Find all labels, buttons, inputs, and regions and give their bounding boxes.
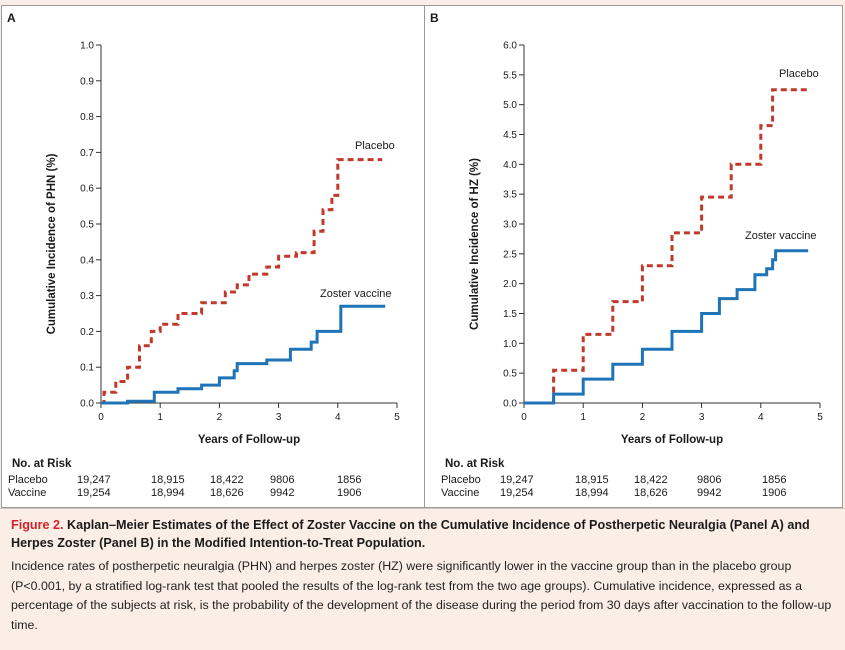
at-risk-value: 1856 [762,474,786,486]
at-risk-value: 18,626 [210,487,244,499]
at-risk-value: 18,994 [575,487,609,499]
placebo-curve [101,158,383,405]
y-tick-label: 2.5 [503,249,517,260]
y-tick-label: 0.2 [80,327,94,338]
at-risk-value: 19,254 [77,487,111,499]
x-tick-label: 1 [157,412,163,423]
at-risk-value: 18,422 [634,474,668,486]
at-risk-value: 18,994 [151,487,185,499]
y-tick-label: 3.5 [503,190,517,201]
figure-frame [1,5,843,508]
x-tick-label: 4 [335,412,341,423]
caption-title-text: Kaplan–Meier Estimates of the Effect of … [11,518,810,550]
at-risk-value: 1906 [762,487,786,499]
y-tick-label: 0.6 [80,184,94,195]
y-tick-label: 0.5 [503,369,517,380]
y-tick-label: 0.3 [80,291,94,302]
y-tick-label: 1.0 [80,41,94,52]
panel-letter: A [7,11,16,25]
y-tick-label: 2.0 [503,279,517,290]
vaccine-annotation: Zoster vaccine [320,288,392,300]
x-tick-label: 2 [640,412,646,423]
y-tick-label: 4.5 [503,130,517,141]
y-tick-label: 5.0 [503,100,517,111]
y-tick-label: 6.0 [503,41,517,52]
y-tick-label: 0.4 [80,255,94,266]
at-risk-title: No. at Risk [445,458,505,470]
placebo-annotation: Placebo [779,68,819,80]
caption-title: Figure 2. Kaplan–Meier Estimates of the … [11,516,833,552]
y-tick-label: 5.5 [503,70,517,81]
y-tick-label: 0.0 [503,399,517,410]
y-tick-label: 0.5 [80,220,94,231]
figure-caption: Figure 2. Kaplan–Meier Estimates of the … [0,508,845,650]
y-tick-label: 0.7 [80,148,94,159]
at-risk-title: No. at Risk [12,458,72,470]
y-tick-label: 0.1 [80,363,94,374]
placebo-curve [524,88,809,405]
vaccine-curve [101,304,386,405]
x-tick-label: 5 [817,412,823,423]
y-tick-label: 0.0 [80,399,94,410]
figure-label: Figure 2. [11,518,64,532]
at-risk-value: 9806 [270,474,294,486]
y-axis-label: Cumulative Incidence of HZ (%) [469,158,481,330]
at-risk-value: 18,626 [634,487,668,499]
at-risk-row-label: Placebo [8,474,48,486]
placebo-annotation: Placebo [355,140,395,152]
panel-letter: B [430,11,439,25]
x-axis-label: Years of Follow-up [198,434,300,446]
x-tick-label: 2 [217,412,223,423]
x-tick-label: 3 [276,412,282,423]
x-tick-label: 5 [394,412,400,423]
x-tick-label: 0 [521,412,527,423]
x-tick-label: 1 [580,412,586,423]
y-tick-label: 1.5 [503,309,517,320]
y-tick-label: 4.0 [503,160,517,171]
y-tick-label: 1.0 [503,339,517,350]
at-risk-value: 19,254 [500,487,534,499]
x-tick-label: 3 [699,412,705,423]
at-risk-value: 18,915 [575,474,609,486]
at-risk-value: 1906 [337,487,361,499]
at-risk-value: 9942 [270,487,294,499]
at-risk-row-label: Vaccine [441,487,479,499]
y-tick-label: 3.0 [503,220,517,231]
at-risk-value: 9942 [697,487,721,499]
at-risk-value: 1856 [337,474,361,486]
vaccine-annotation: Zoster vaccine [745,230,817,242]
x-axis-label: Years of Follow-up [621,434,723,446]
x-tick-label: 0 [98,412,104,423]
panel-divider [424,6,425,507]
vaccine-curve [524,249,809,405]
at-risk-value: 18,915 [151,474,185,486]
at-risk-value: 18,422 [210,474,244,486]
at-risk-row-label: Placebo [441,474,481,486]
y-tick-label: 0.9 [80,76,94,87]
at-risk-value: 19,247 [500,474,534,486]
at-risk-value: 19,247 [77,474,111,486]
x-tick-label: 4 [758,412,764,423]
at-risk-row-label: Vaccine [8,487,46,499]
y-axis-label: Cumulative Incidence of PHN (%) [46,153,58,334]
y-tick-label: 0.8 [80,112,94,123]
kaplan-meier-figure: A 0.0 0.1 0.2 0.3 0.4 0.5 0.6 0.7 0.8 0.9 1.0 0 1 2 3 4 5… [7,11,823,499]
caption-body: Incidence rates of postherpetic neuralgi… [11,559,832,632]
at-risk-value: 9806 [697,474,721,486]
